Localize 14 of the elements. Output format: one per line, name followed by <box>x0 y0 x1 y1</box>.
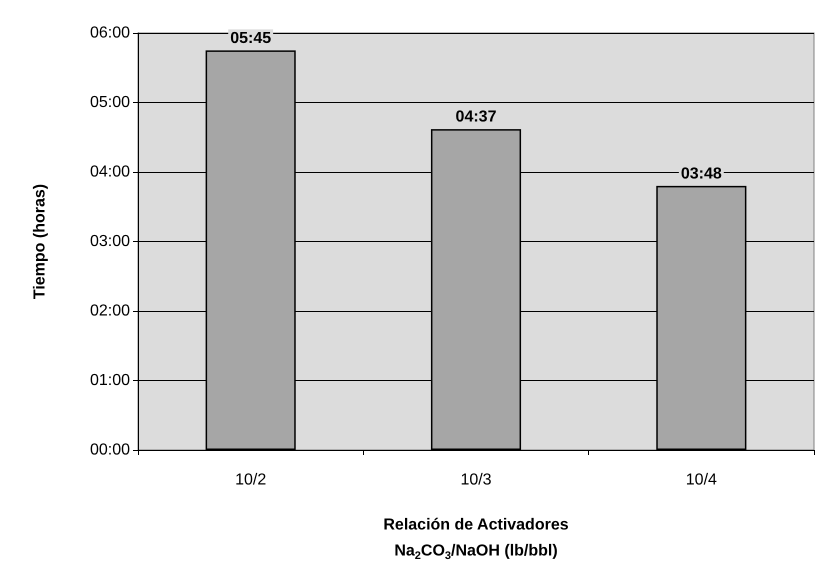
x-tick-label: 10/4 <box>686 472 718 488</box>
data-label: 04:37 <box>456 108 497 126</box>
y-tick-label: 05:00 <box>90 94 130 111</box>
y-tick-label: 01:00 <box>90 372 130 389</box>
y-tick-label: 06:00 <box>90 24 130 42</box>
data-label: 05:45 <box>230 30 272 47</box>
y-tick-label: 02:00 <box>90 302 130 320</box>
y-tick-label: 00:00 <box>90 442 130 458</box>
x-tick-label: 10/2 <box>235 472 266 488</box>
x-tick-label: 10/3 <box>460 472 492 488</box>
y-tick-label: 03:00 <box>90 233 130 250</box>
y-axis-title: Tiempo (horas) <box>32 184 48 300</box>
y-tick-label: 04:00 <box>90 164 130 180</box>
data-label: 03:48 <box>680 165 722 182</box>
